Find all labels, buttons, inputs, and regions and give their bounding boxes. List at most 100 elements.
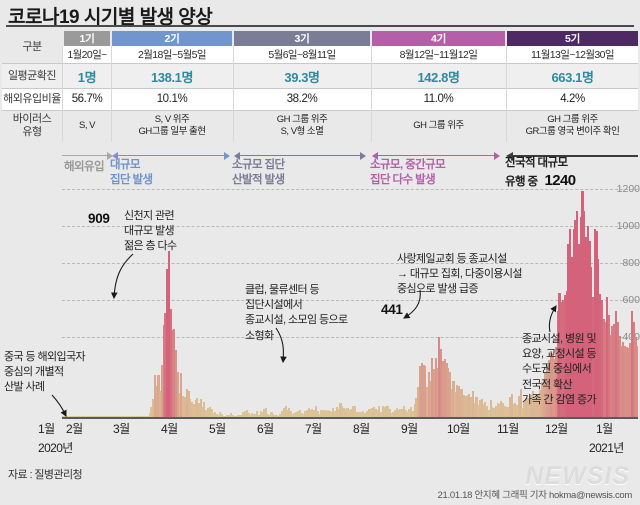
phase-arrow-1-head-right: [107, 152, 113, 160]
bar: [118, 416, 121, 417]
phase-arrow-5: [512, 154, 638, 157]
annotation-shincheonji-line1: 신천지 관련: [124, 210, 175, 222]
bar: [288, 407, 291, 417]
bar: [325, 410, 328, 417]
bar: [577, 243, 581, 417]
bar: [249, 414, 252, 417]
bar: [208, 407, 211, 417]
phase-desc-5-line2-wrap: 유행 중 1240: [505, 171, 576, 190]
bar: [194, 400, 197, 417]
bar: [376, 409, 379, 417]
bar: [160, 365, 164, 417]
bar: [116, 416, 119, 417]
bar: [125, 416, 128, 417]
bar: [569, 229, 572, 417]
bar: [415, 398, 418, 417]
bar: [152, 398, 155, 417]
bar: [441, 360, 444, 417]
bar: [503, 406, 506, 417]
bar: [228, 414, 231, 417]
gridline-400: [62, 337, 638, 338]
bar: [346, 408, 349, 417]
phase-virus-type-2: S, V 위주 GH그룹 일부 출현: [112, 110, 232, 142]
bar: [579, 217, 582, 417]
row-label-daily-average: 일평균확진: [7, 69, 57, 82]
bar: [418, 366, 422, 417]
bar: [399, 409, 402, 417]
bar: [168, 251, 171, 417]
x-tick-jan-2020: 1월: [38, 422, 55, 436]
bar: [293, 413, 296, 417]
bar: [291, 413, 294, 417]
bar: [302, 413, 305, 417]
bar: [425, 386, 429, 417]
x-tick-apr-2020: 4월: [161, 422, 178, 436]
bar: [388, 408, 391, 417]
bar: [592, 297, 595, 417]
bar: [243, 411, 247, 417]
bar: [282, 408, 285, 417]
bar: [374, 408, 377, 417]
bar: [491, 407, 494, 417]
bar: [609, 334, 612, 417]
bar: [88, 416, 91, 417]
phase-arrow-2-head-left: [112, 152, 118, 160]
phase-chip-4[interactable]: 4기: [372, 31, 505, 46]
bar: [95, 416, 98, 417]
bar: [381, 405, 384, 417]
phase-chip-3[interactable]: 3기: [234, 31, 370, 46]
bar: [487, 410, 490, 417]
bar: [489, 399, 492, 417]
bar: [452, 381, 455, 417]
phase-desc-2: 대규모 집단 발생: [110, 158, 230, 188]
annotation-nationwide-spread-line1: 종교시설, 병원 및: [522, 333, 597, 345]
bar: [175, 350, 178, 417]
bar: [102, 416, 105, 417]
bar: [563, 295, 566, 417]
phase-daily-average-2: 138.1명: [150, 69, 194, 85]
phase-chip-5[interactable]: 5기: [507, 31, 638, 46]
bar: [327, 410, 330, 417]
bar: [362, 411, 365, 417]
bar: [498, 404, 501, 417]
phase-arrow-row: [2, 152, 638, 160]
bar: [473, 402, 476, 417]
bar: [286, 409, 289, 417]
bar: [277, 415, 280, 417]
bar: [164, 312, 167, 417]
gridline-1200: [62, 189, 638, 190]
bar: [187, 390, 190, 417]
bar: [600, 300, 603, 417]
bar: [417, 386, 420, 417]
bar: [284, 406, 287, 417]
bar: [401, 408, 404, 417]
bar: [182, 396, 185, 417]
bar: [309, 409, 312, 417]
bar: [106, 416, 109, 417]
bar: [150, 407, 153, 417]
phase-chip-1[interactable]: 1기: [64, 31, 110, 46]
bar: [595, 231, 598, 417]
bar: [245, 409, 248, 417]
annotation-nationwide-spread-line2: 요양, 교정시설 등: [522, 348, 597, 361]
bar: [132, 416, 135, 417]
bar: [464, 396, 467, 417]
bar: [221, 413, 224, 417]
bar: [312, 409, 315, 417]
annotation-shincheonji-line2: 대규모 발생: [124, 225, 175, 238]
bar: [86, 416, 89, 417]
bar: [344, 408, 347, 417]
phase-arrow-3-head-right: [360, 152, 366, 160]
phase-chip-2[interactable]: 2기: [112, 31, 232, 46]
bar: [341, 406, 344, 417]
bar: [355, 412, 358, 417]
bar: [581, 190, 584, 417]
bar: [330, 412, 333, 417]
bar: [484, 402, 487, 417]
bar: [365, 410, 368, 417]
bar: [424, 365, 427, 417]
bar: [335, 406, 338, 417]
bar: [540, 382, 543, 417]
bar: [318, 413, 321, 417]
